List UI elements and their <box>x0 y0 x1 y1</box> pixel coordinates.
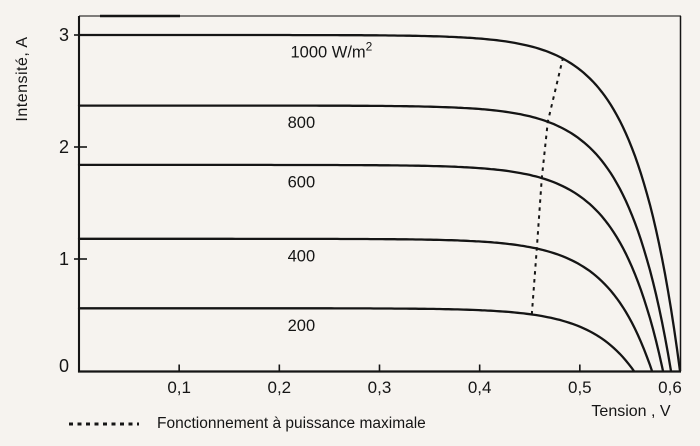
y-tick-label: 0 <box>59 356 69 376</box>
x-tick-label: 0,2 <box>268 378 292 397</box>
x-tick-label: 0,3 <box>368 378 392 397</box>
legend-label: Fonctionnement à puissance maximale <box>157 415 426 432</box>
curve-label-800: 800 <box>288 114 316 132</box>
x-tick-label: 0,5 <box>568 378 592 397</box>
x-tick-label: 0,6 <box>658 378 682 397</box>
curve-label-600: 600 <box>288 173 316 191</box>
iv-curve-200 <box>77 307 636 373</box>
curve-label-200: 200 <box>288 317 316 335</box>
legend: Fonctionnement à puissance maximale <box>68 415 426 433</box>
mpp-locus-dashed-line <box>530 58 564 315</box>
y-tick-label: 2 <box>59 137 69 157</box>
curve-label-400: 400 <box>288 247 316 265</box>
x-tick-label: 0,1 <box>167 378 191 397</box>
y-tick-label: 1 <box>59 249 69 269</box>
x-axis-title: Tension , V <box>591 403 671 420</box>
curve-label-1000: 1000 W/m2 <box>290 40 372 62</box>
x-tick-label: 0,4 <box>468 378 492 397</box>
iv-curve-600 <box>77 163 665 373</box>
y-tick-label: 3 <box>59 25 69 45</box>
y-axis-title: Intensité, A <box>14 36 31 122</box>
iv-curve-400 <box>77 237 654 373</box>
iv-curve-1000 <box>77 33 682 373</box>
iv-curve-800 <box>77 104 673 373</box>
dashed-line-icon <box>68 421 140 427</box>
